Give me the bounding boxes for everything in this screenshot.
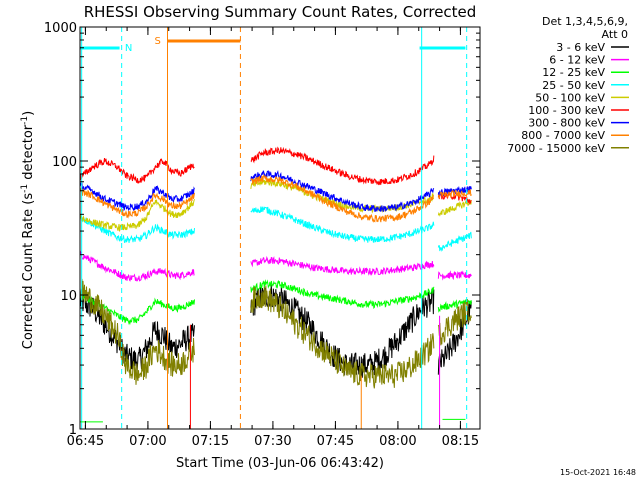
y-axis-label-mid: detector [21,124,36,184]
series-5-segment-0 [79,157,195,184]
series-5 [79,146,472,205]
legend-label-8: 7000 - 15000 keV [507,142,605,155]
series-layer [79,146,472,389]
series-8-segment-2 [437,298,472,346]
legend-header-line2: Att 0 [602,28,628,41]
series-1-segment-1 [250,255,435,276]
legend-label-4: 50 - 100 keV [535,91,605,104]
plot-frame [79,26,481,430]
x-tick-label-0: 06:45 [67,434,104,449]
series-4-segment-2 [437,199,472,217]
series-8-segment-1 [250,285,435,389]
plot-area: NS [79,27,472,429]
series-1 [79,250,472,282]
night-marker-label: N [125,43,132,54]
y-tick-label-0: 1 [69,423,77,438]
x-tick-label-4: 07:45 [317,434,354,449]
y-axis-label-main: Corrected Count Rate (s [21,193,36,350]
y-tick-label-2: 100 [52,155,77,170]
y-axis: 1 10 100 1000 [44,21,480,438]
legend-label-1: 6 - 12 keV [549,54,605,67]
x-tick-label-3: 07:30 [254,434,291,449]
y-axis-label: Corrected Count Rate (s-1 detector-1) [20,111,36,349]
series-2-segment-2 [437,298,472,313]
legend-label-0: 3 - 6 keV [556,41,605,54]
marker-layer: NS [80,27,468,429]
series-8 [79,278,472,389]
x-tick-label-2: 07:15 [192,434,229,449]
series-5-segment-1 [250,146,435,186]
chart-title: RHESSI Observing Summary Count Rates, Co… [84,3,477,21]
legend-label-2: 12 - 25 keV [542,66,605,79]
saa-marker-label: S [155,36,161,47]
series-7-segment-1 [250,174,434,223]
x-axis-label: Start Time (03-Jun-06 06:43:42) [176,456,384,471]
series-7-segment-2 [437,189,472,199]
x-axis: 06:45 07:00 07:15 07:30 07:45 08:00 08:15 [67,27,479,449]
series-2 [79,279,472,326]
series-3-segment-1 [250,206,435,243]
series-1-segment-2 [437,270,472,281]
series-5-segment-2 [437,191,472,205]
footer-date: 15-Oct-2021 16:48 [560,468,636,477]
series-3-segment-2 [437,231,472,252]
legend-label-3: 25 - 50 keV [542,79,605,92]
x-tick-label-5: 08:00 [379,434,416,449]
y-tick-label-1: 10 [60,289,77,304]
legend-label-7: 800 - 7000 keV [521,129,605,142]
y-axis-label-sup1: -1 [20,184,30,193]
series-4-segment-0 [79,199,195,233]
series-2-segment-1 [250,279,435,309]
y-axis-label-end: ) [21,111,36,116]
series-1-segment-0 [79,250,195,282]
x-tick-label-6: 08:15 [442,434,479,449]
legend-label-6: 300 - 800 keV [528,117,605,130]
x-tick-label-1: 07:00 [129,434,166,449]
legend-label-5: 100 - 300 keV [528,104,605,117]
series-7 [79,174,472,223]
y-axis-label-sup2: -1 [20,116,30,125]
series-0-segment-2 [437,301,472,375]
y-tick-label-3: 1000 [44,21,77,36]
series-7-segment-0 [79,187,195,219]
series-6-segment-0 [79,182,195,212]
series-2-segment-0 [79,293,195,326]
series-8-segment-0 [79,278,195,385]
legend-header-line1: Det 1,3,4,5,6,9, [542,15,628,28]
